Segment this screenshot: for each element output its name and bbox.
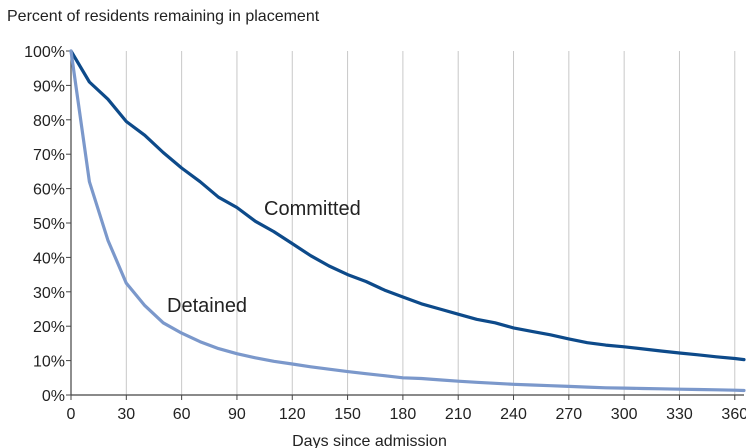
- x-axis-title: Days since admission: [292, 433, 447, 448]
- x-tick-label: 240: [500, 406, 527, 423]
- x-tick-label: 330: [666, 406, 693, 423]
- y-tick-label: 70%: [33, 147, 65, 164]
- x-tick-label: 90: [228, 406, 246, 423]
- y-tick-label: 80%: [33, 113, 65, 130]
- y-tick-label: 10%: [33, 354, 65, 371]
- x-tick-label: 0: [67, 406, 76, 423]
- x-tick-label: 30: [117, 406, 135, 423]
- x-tick-label: 180: [390, 406, 417, 423]
- axes: [66, 50, 744, 400]
- y-tick-label: 90%: [33, 78, 65, 95]
- x-tick-label: 150: [334, 406, 361, 423]
- x-tick-labels: 0 30 60 90 120 150 180 210 240 270 300 330 360: [67, 406, 746, 423]
- series-label-detained: Detained: [167, 295, 247, 317]
- x-tick-label: 300: [611, 406, 638, 423]
- x-tick-label: 210: [445, 406, 472, 423]
- series-line-detained: [69, 49, 746, 393]
- series-label-committed: Committed: [264, 198, 361, 220]
- x-tick-label: 360: [721, 406, 746, 423]
- y-axis-title: Percent of residents remaining in placem…: [7, 8, 320, 25]
- gridlines: [125, 51, 736, 395]
- x-tick-label: 270: [555, 406, 582, 423]
- y-tick-label: 30%: [33, 285, 65, 302]
- x-tick-label: 60: [173, 406, 191, 423]
- x-tick-label: 120: [279, 406, 306, 423]
- y-tick-label: 20%: [33, 319, 65, 336]
- y-tick-label: 60%: [33, 182, 65, 199]
- y-tick-labels: 0% 10% 20% 30% 40% 50% 60% 70% 80% 90% 100%: [24, 44, 65, 405]
- series-line-committed: [69, 49, 746, 362]
- y-tick-label: 100%: [24, 44, 65, 61]
- y-tick-label: 0%: [42, 388, 65, 405]
- series-lines: [69, 49, 746, 393]
- y-tick-label: 50%: [33, 216, 65, 233]
- y-tick-label: 40%: [33, 250, 65, 267]
